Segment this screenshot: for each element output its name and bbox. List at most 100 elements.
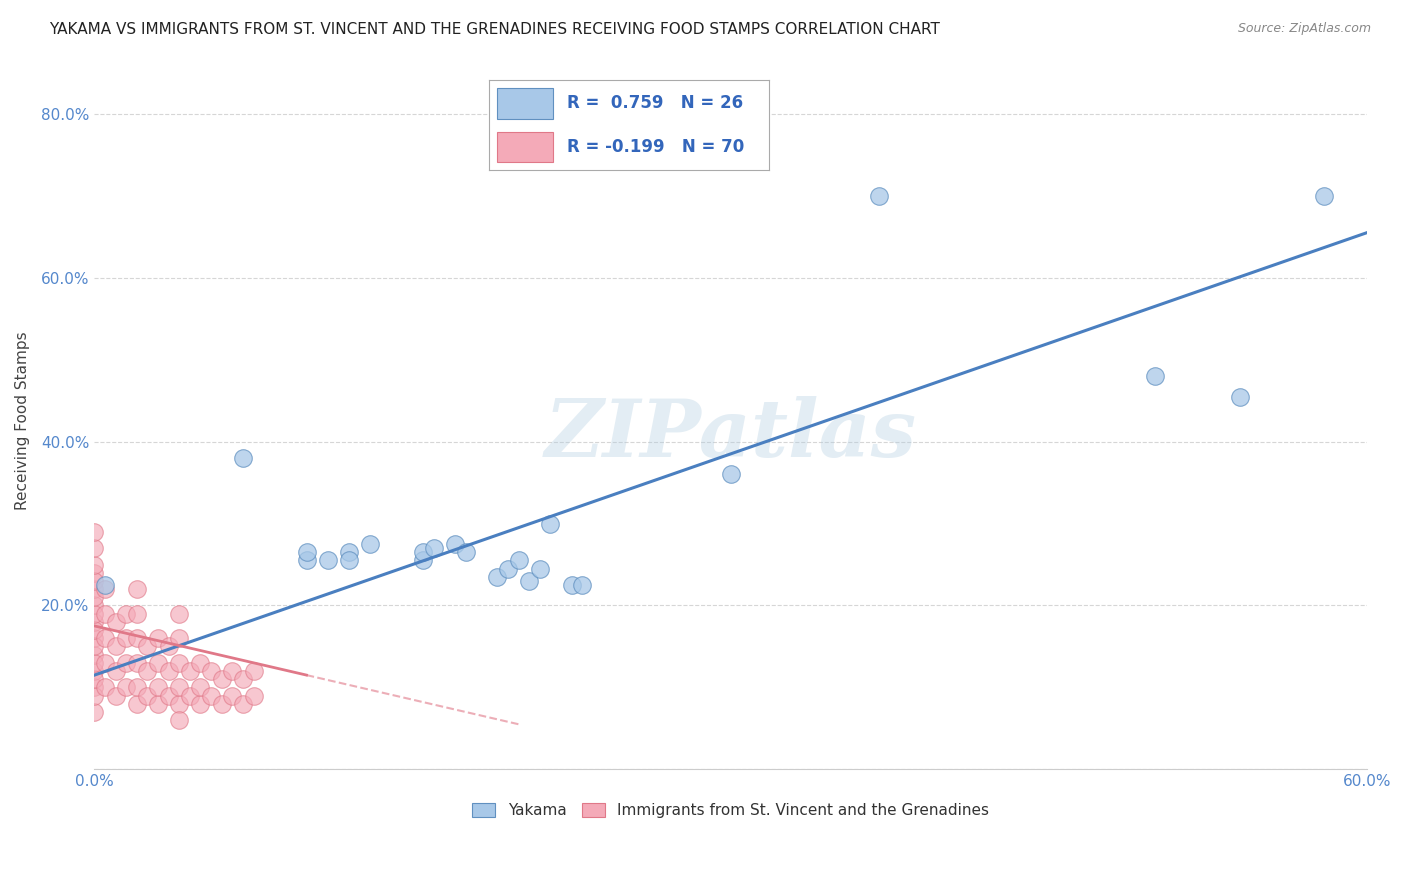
Point xyxy=(104,689,127,703)
Point xyxy=(83,524,105,539)
Point xyxy=(190,681,212,695)
Point xyxy=(295,545,318,559)
Point xyxy=(190,656,212,670)
Point xyxy=(83,664,105,678)
Point xyxy=(221,689,243,703)
Point xyxy=(200,664,222,678)
Point xyxy=(211,697,233,711)
Point xyxy=(94,632,117,646)
Text: Source: ZipAtlas.com: Source: ZipAtlas.com xyxy=(1237,22,1371,36)
Point xyxy=(83,632,105,646)
Point xyxy=(571,578,593,592)
Point xyxy=(136,689,159,703)
Point xyxy=(115,607,138,621)
Point xyxy=(104,615,127,629)
Point xyxy=(157,689,180,703)
Point xyxy=(169,697,191,711)
Point xyxy=(94,582,117,596)
Point xyxy=(454,545,477,559)
Point xyxy=(508,553,530,567)
Point xyxy=(422,541,444,555)
Point xyxy=(83,656,105,670)
Point xyxy=(94,656,117,670)
Point xyxy=(538,516,561,531)
Point xyxy=(83,566,105,580)
Point xyxy=(83,582,105,596)
Point xyxy=(83,558,105,572)
Point xyxy=(444,537,467,551)
Point xyxy=(190,697,212,711)
Point xyxy=(83,648,105,662)
Point xyxy=(94,578,117,592)
Point xyxy=(146,656,169,670)
Point xyxy=(157,640,180,654)
Point xyxy=(146,632,169,646)
Point xyxy=(211,672,233,686)
Point xyxy=(561,578,583,592)
Text: ZIPatlas: ZIPatlas xyxy=(544,396,917,474)
Point xyxy=(200,689,222,703)
Point xyxy=(412,553,434,567)
Point xyxy=(115,656,138,670)
Point xyxy=(83,705,105,719)
Point xyxy=(83,591,105,605)
Point xyxy=(125,582,148,596)
Point xyxy=(83,607,105,621)
Point xyxy=(83,599,105,613)
Point xyxy=(316,553,339,567)
Point xyxy=(136,640,159,654)
Y-axis label: Receiving Food Stamps: Receiving Food Stamps xyxy=(15,332,30,510)
Point xyxy=(83,640,105,654)
Point xyxy=(83,574,105,588)
Point xyxy=(83,672,105,686)
Point xyxy=(221,664,243,678)
Point xyxy=(94,607,117,621)
Point xyxy=(1143,369,1166,384)
Point xyxy=(83,541,105,555)
Point xyxy=(359,537,381,551)
Point xyxy=(94,681,117,695)
Point xyxy=(295,553,318,567)
Point xyxy=(125,656,148,670)
Point xyxy=(83,689,105,703)
Point xyxy=(146,681,169,695)
Point xyxy=(1229,390,1251,404)
Point xyxy=(529,561,551,575)
Point xyxy=(169,607,191,621)
Point xyxy=(1313,189,1336,203)
Point xyxy=(232,450,254,465)
Point xyxy=(125,697,148,711)
Point xyxy=(337,553,360,567)
Point xyxy=(104,640,127,654)
Point xyxy=(115,681,138,695)
Point xyxy=(720,467,742,482)
Point xyxy=(242,689,264,703)
Point xyxy=(179,689,201,703)
Point xyxy=(232,672,254,686)
Text: YAKAMA VS IMMIGRANTS FROM ST. VINCENT AND THE GRENADINES RECEIVING FOOD STAMPS C: YAKAMA VS IMMIGRANTS FROM ST. VINCENT AN… xyxy=(49,22,941,37)
Point xyxy=(242,664,264,678)
Point xyxy=(104,664,127,678)
Point xyxy=(169,681,191,695)
Point xyxy=(83,615,105,629)
Point xyxy=(169,656,191,670)
Point xyxy=(83,681,105,695)
Point xyxy=(232,697,254,711)
Point xyxy=(868,189,890,203)
Point xyxy=(125,607,148,621)
Point xyxy=(125,681,148,695)
Legend: Yakama, Immigrants from St. Vincent and the Grenadines: Yakama, Immigrants from St. Vincent and … xyxy=(467,797,995,824)
Point xyxy=(412,545,434,559)
Point xyxy=(157,664,180,678)
Point xyxy=(337,545,360,559)
Point xyxy=(517,574,540,588)
Point xyxy=(169,713,191,727)
Point xyxy=(83,623,105,637)
Point xyxy=(496,561,519,575)
Point xyxy=(179,664,201,678)
Point xyxy=(146,697,169,711)
Point xyxy=(169,632,191,646)
Point xyxy=(136,664,159,678)
Point xyxy=(125,632,148,646)
Point xyxy=(486,570,509,584)
